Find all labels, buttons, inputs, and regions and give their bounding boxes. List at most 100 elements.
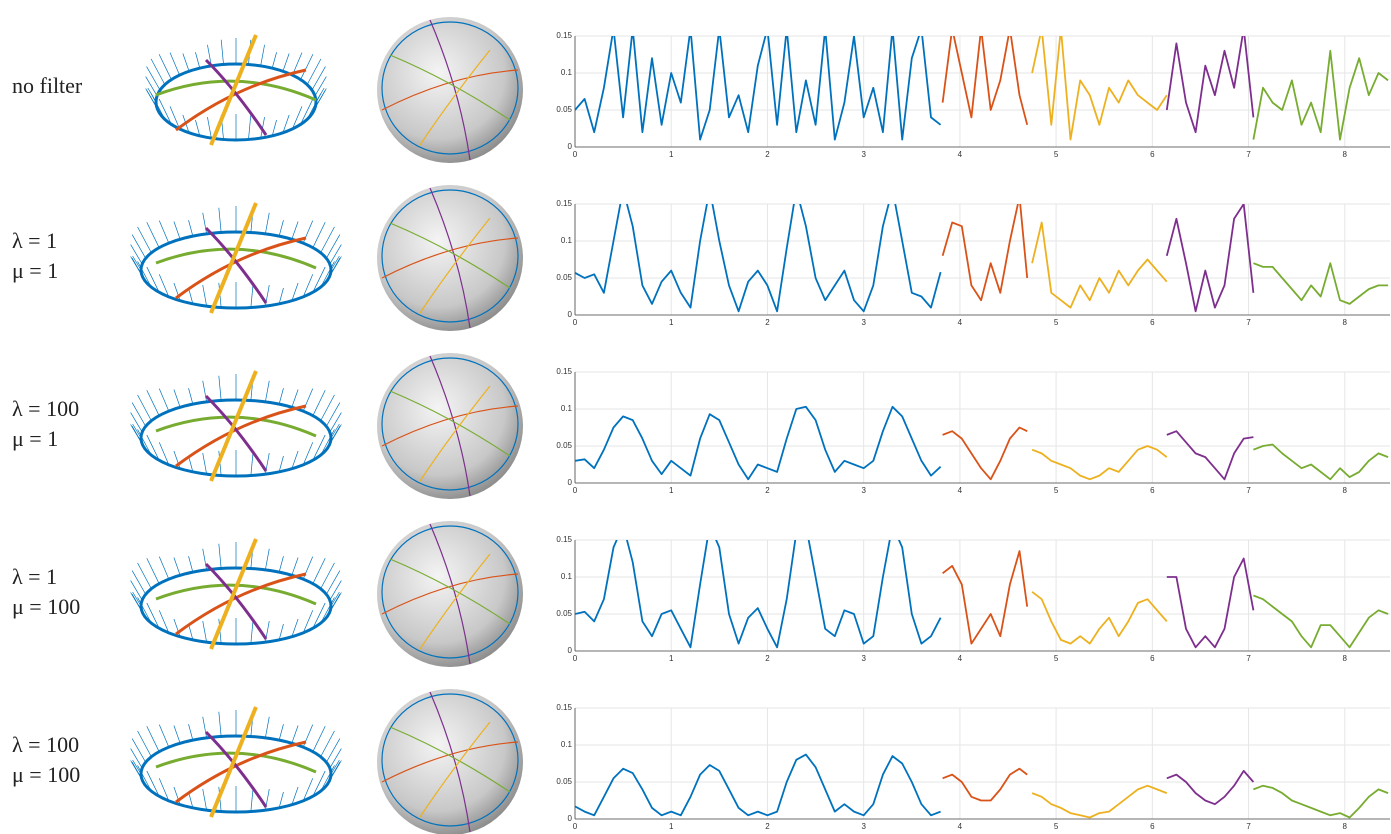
- row-label: no filter: [12, 73, 83, 98]
- x-tick-label: 1: [669, 486, 674, 495]
- hatch: [145, 76, 158, 97]
- sphere-green-path: [389, 726, 511, 793]
- y-tick-label: 0.05: [556, 105, 572, 114]
- hatch: [202, 716, 207, 738]
- hatch: [146, 390, 160, 416]
- x-tick-label: 7: [1246, 150, 1251, 159]
- hatch: [188, 556, 194, 573]
- hatch: [173, 786, 181, 805]
- row-label: μ = 100: [12, 762, 80, 787]
- sphere-green-path: [389, 222, 511, 289]
- x-tick-label: 5: [1054, 318, 1059, 327]
- x-tick-label: 3: [861, 654, 866, 663]
- hatch: [329, 580, 342, 601]
- hatch: [131, 234, 146, 259]
- hatch: [158, 610, 170, 634]
- hatch: [306, 58, 322, 85]
- hatch: [312, 266, 326, 293]
- hatch: [169, 52, 180, 76]
- x-tick-label: 5: [1054, 822, 1059, 831]
- y-tick-label: 0.05: [556, 609, 572, 618]
- hatch: [202, 212, 207, 234]
- hatch: [188, 388, 194, 405]
- hatch: [278, 556, 284, 573]
- hatch: [311, 66, 326, 91]
- x-tick-label: 7: [1246, 486, 1251, 495]
- series-line: [575, 540, 942, 649]
- hatch: [188, 455, 194, 472]
- hatch: [130, 244, 143, 265]
- curve-purple: [204, 394, 268, 472]
- hatch: [173, 389, 181, 408]
- x-tick-label: 1: [669, 318, 674, 327]
- x-tick-label: 1: [669, 822, 674, 831]
- hatch: [173, 450, 181, 469]
- hatch: [158, 556, 170, 580]
- hatch: [329, 412, 342, 433]
- hatch: [131, 738, 146, 763]
- y-tick-label: 0.15: [556, 199, 572, 208]
- hatch: [169, 106, 180, 130]
- hatch: [250, 450, 254, 476]
- x-tick-label: 4: [958, 822, 963, 831]
- hatch: [158, 54, 172, 80]
- x-tick-label: 0: [573, 150, 578, 159]
- curve-orange: [175, 404, 307, 468]
- hatch: [278, 455, 284, 472]
- hatch: [312, 602, 326, 629]
- x-tick-label: 2: [765, 150, 770, 159]
- hatch: [182, 53, 190, 72]
- hatch: [320, 597, 335, 624]
- hatch: [218, 543, 222, 569]
- hatch: [130, 760, 143, 781]
- hatch: [326, 761, 341, 786]
- hatch: [265, 212, 270, 234]
- x-tick-label: 1: [669, 654, 674, 663]
- hatch: [158, 442, 170, 466]
- hatch: [291, 786, 299, 805]
- x-tick-label: 6: [1150, 486, 1155, 495]
- row-label: μ = 100: [12, 594, 80, 619]
- y-tick-label: 0.15: [556, 367, 572, 376]
- curve-yellow: [209, 706, 258, 818]
- x-tick-label: 1: [669, 150, 674, 159]
- series-line: [1031, 784, 1168, 819]
- hatch: [220, 39, 224, 65]
- hatch: [271, 52, 277, 69]
- y-tick-label: 0.15: [556, 31, 572, 40]
- hatch: [311, 89, 326, 114]
- hatch: [132, 759, 142, 775]
- sphere-blue-path: [381, 693, 519, 827]
- hatch: [146, 726, 160, 752]
- hatch: [188, 724, 194, 741]
- hatch: [146, 770, 160, 797]
- hatch: [173, 221, 181, 240]
- x-tick-label: 3: [861, 486, 866, 495]
- hatch: [137, 429, 152, 456]
- hatch: [137, 730, 152, 757]
- hatch: [137, 394, 152, 421]
- hatch: [330, 759, 340, 775]
- hatch: [202, 453, 207, 475]
- sphere-blue-path: [381, 21, 519, 155]
- hatch: [150, 58, 166, 85]
- series-line: [1031, 221, 1168, 309]
- curve-orange: [175, 236, 307, 300]
- hatch: [320, 261, 335, 288]
- curve-illustration: [130, 370, 342, 482]
- series-line: [1166, 557, 1255, 649]
- hatch: [130, 256, 143, 277]
- hatch: [218, 711, 222, 737]
- series-line: [942, 426, 1028, 481]
- hatch: [218, 375, 222, 401]
- hatch: [137, 765, 152, 792]
- hatch: [291, 557, 299, 576]
- hatch: [312, 726, 326, 752]
- series-line: [1166, 430, 1254, 481]
- sphere-purple-path: [429, 355, 471, 497]
- hatch: [146, 602, 160, 629]
- sphere-blue-path: [381, 357, 519, 491]
- sphere-orange-path: [381, 405, 519, 447]
- curve-yellow: [209, 538, 258, 650]
